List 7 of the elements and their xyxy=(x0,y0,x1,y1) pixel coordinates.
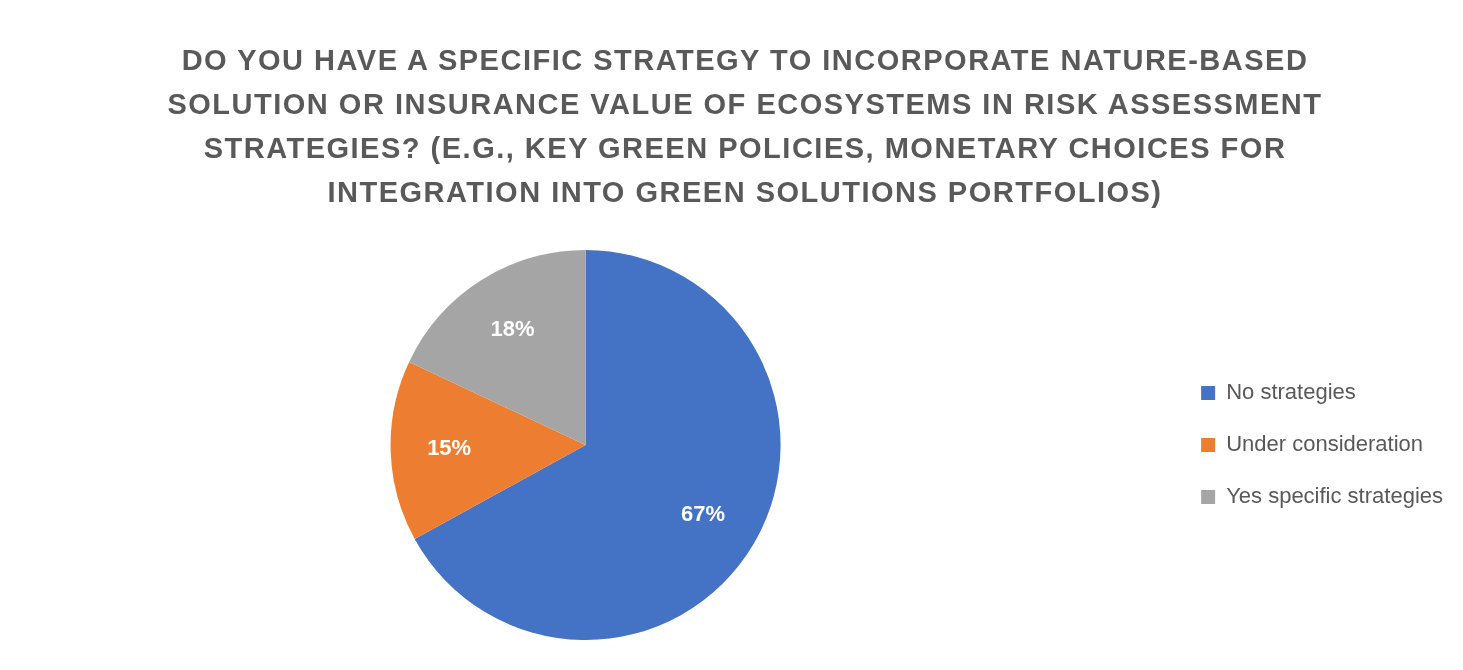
data-label: 18% xyxy=(490,315,535,341)
legend-label: Under consideration xyxy=(1226,431,1424,457)
legend-label: No strategies xyxy=(1226,379,1356,405)
data-label: 15% xyxy=(427,435,472,461)
data-label: 67% xyxy=(681,500,726,526)
legend-label: Yes specific strategies xyxy=(1226,483,1444,509)
chart-title: DO YOU HAVE A SPECIFIC STRATEGY TO INCORPORATE NATURE-BASED SOLUTION OR INSURANCE VALUE OF ECOSYSTEMS IN RISK ASSESSMENT STRATEGIES? (E.G., KEY GREEN POLICIES, MONETARY CHOICES FOR INTEGRATION INTO GREEN SOLUTIONS PORTFOLIOS) xyxy=(166,43,1324,210)
